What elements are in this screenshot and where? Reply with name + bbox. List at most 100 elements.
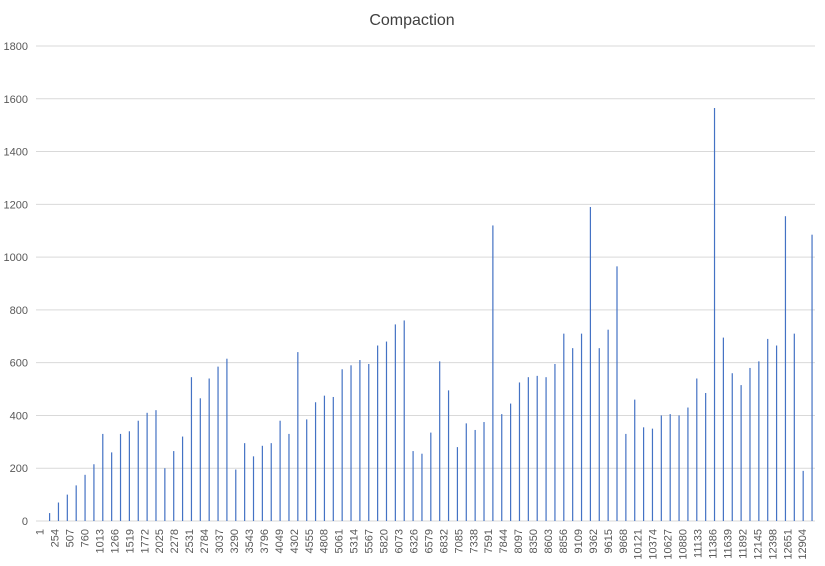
x-tick-label: 12904: [797, 529, 809, 560]
bar: [57, 502, 60, 521]
x-tick-label: 6832: [438, 529, 450, 553]
bar: [137, 420, 139, 521]
x-tick-label: 7085: [453, 529, 465, 553]
x-tick-label: 3796: [259, 529, 271, 553]
bar: [279, 420, 281, 521]
x-tick-label: 4555: [304, 529, 316, 553]
bar: [793, 333, 795, 521]
x-tick-label: 10374: [648, 529, 660, 560]
x-tick-label: 4049: [274, 529, 286, 553]
bar: [492, 225, 494, 521]
bar: [412, 451, 414, 521]
x-tick-label: 11133: [693, 529, 705, 558]
x-tick-label: 9615: [603, 529, 615, 553]
bar: [297, 352, 299, 521]
bar: [651, 428, 654, 521]
bar: [368, 363, 370, 521]
x-tick-label: 5567: [364, 529, 376, 553]
bar: [749, 367, 751, 521]
y-tick-label: 600: [10, 358, 28, 370]
x-tick-label: 8350: [528, 529, 540, 553]
bar: [536, 375, 538, 521]
bar: [545, 377, 547, 521]
bar: [421, 453, 423, 521]
bar: [722, 337, 724, 521]
bar: [802, 470, 804, 521]
bar: [625, 433, 627, 521]
bar: [332, 396, 334, 521]
x-tick-label: 12398: [767, 529, 779, 560]
x-tick-label: 6073: [393, 529, 405, 553]
bar: [580, 333, 583, 521]
bar: [66, 494, 68, 521]
bar: [767, 338, 769, 521]
x-tick-label: 5314: [349, 529, 361, 553]
x-tick-label: 7591: [483, 529, 495, 553]
bar: [731, 373, 733, 521]
bar: [740, 385, 742, 521]
bar: [226, 358, 228, 521]
x-tick-label: 11386: [708, 529, 720, 559]
bar: [173, 451, 175, 521]
x-tick-label: 2784: [199, 529, 211, 553]
bar: [784, 216, 787, 522]
x-tick-label: 6326: [408, 529, 420, 553]
bar: [306, 419, 308, 521]
x-tick-label: 507: [65, 529, 77, 547]
x-tick-label: 11639: [722, 529, 734, 559]
y-tick-label: 1400: [4, 147, 28, 159]
bar: [713, 108, 716, 521]
bar: [403, 320, 405, 521]
bar: [341, 369, 343, 521]
x-tick-label: 1: [35, 529, 47, 535]
bar: [634, 399, 636, 521]
x-tick-label: 4302: [289, 529, 301, 553]
x-tick-label: 1013: [94, 529, 106, 553]
bar: [84, 474, 86, 521]
bar: [669, 414, 671, 521]
bar: [518, 382, 521, 521]
x-tick-label: 11892: [737, 529, 749, 559]
x-tick-label: 2531: [184, 529, 196, 553]
y-tick-label: 1600: [4, 94, 28, 106]
bar: [128, 431, 130, 521]
bar: [589, 206, 592, 521]
bar: [439, 361, 441, 521]
bar: [501, 414, 503, 521]
bar: [102, 433, 104, 521]
y-tick-label: 1200: [4, 199, 28, 211]
x-tick-label: 760: [79, 529, 91, 547]
y-tick-label: 1000: [4, 252, 28, 264]
x-tick-label: 10627: [663, 529, 675, 560]
bar: [527, 377, 529, 521]
x-tick-label: 1519: [124, 529, 136, 553]
bar: [642, 427, 645, 521]
x-tick-label: 9868: [618, 529, 630, 553]
bar: [350, 365, 352, 521]
x-tick-label: 3290: [229, 529, 241, 553]
bar: [447, 390, 450, 521]
chart-title: Compaction: [369, 12, 454, 29]
bar: [660, 415, 662, 521]
x-tick-label: 7338: [468, 529, 480, 553]
bar: [705, 393, 707, 521]
bar: [270, 443, 272, 521]
x-tick-label: 3037: [214, 529, 226, 553]
x-tick-label: 2278: [169, 529, 181, 553]
bar: [75, 485, 77, 521]
bar: [554, 363, 556, 521]
bar: [261, 445, 263, 521]
bar: [190, 377, 193, 521]
bar: [758, 361, 760, 521]
bar: [314, 402, 317, 521]
bar: [510, 403, 512, 521]
bar: [93, 464, 95, 521]
x-tick-label: 6579: [423, 529, 435, 553]
bar: [288, 433, 290, 521]
bar: [235, 469, 237, 521]
x-tick-label: 4808: [319, 529, 331, 553]
bar: [696, 378, 698, 521]
y-tick-label: 1800: [4, 41, 28, 53]
bar: [217, 366, 219, 521]
